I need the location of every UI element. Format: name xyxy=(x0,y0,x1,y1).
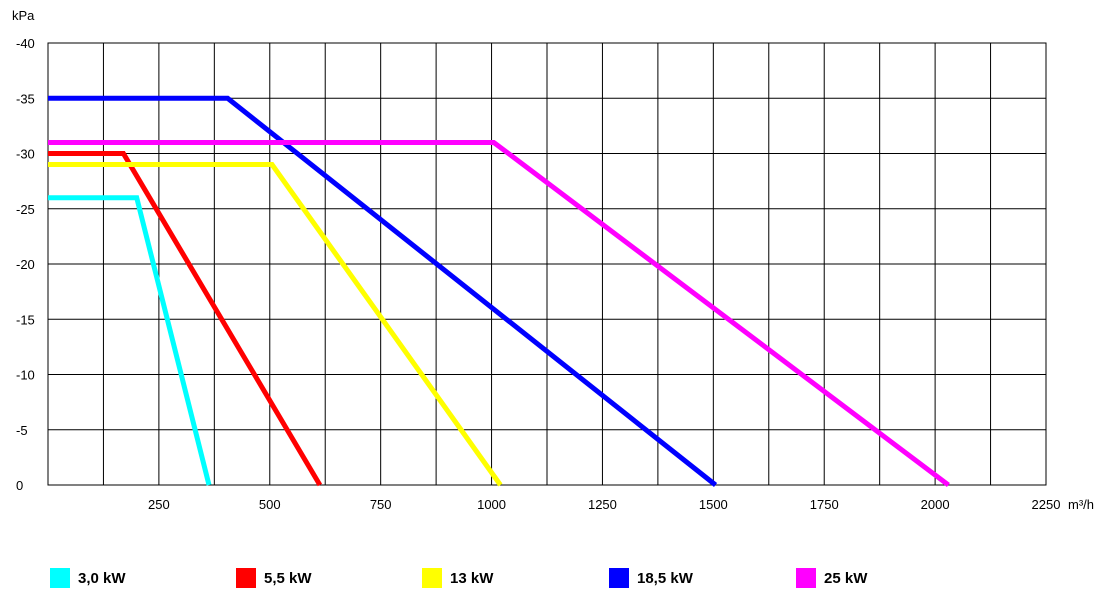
legend-label: 18,5 kW xyxy=(637,569,693,587)
series-line xyxy=(48,139,950,487)
legend-label: 5,5 kW xyxy=(264,569,312,587)
legend-item: 13 kW xyxy=(422,567,493,589)
x-tick-label: 500 xyxy=(259,497,281,512)
y-tick-label: 0 xyxy=(16,478,23,493)
series-line xyxy=(48,151,323,487)
x-tick-label: 1000 xyxy=(477,497,506,512)
series-line xyxy=(48,162,503,487)
x-tick-label: 250 xyxy=(148,497,170,512)
legend-swatch xyxy=(422,568,442,588)
x-tick-label: 1750 xyxy=(810,497,839,512)
y-tick-label: -40 xyxy=(16,36,35,51)
legend-label: 3,0 kW xyxy=(78,569,126,587)
x-tick-label: 2250 xyxy=(1032,497,1061,512)
legend-swatch xyxy=(236,568,256,588)
tick-labels: -40 -35 -30 -25 -20 -15 -10 -5 0 250 500 750 1000 125… xyxy=(16,36,1060,512)
chart: -40 -35 -30 -25 -20 -15 -10 -5 0 250 500 750 1000 125… xyxy=(12,8,1094,512)
legend: 3,0 kW 5,5 kW 13 kW 18,5 kW 25 kW xyxy=(0,567,1113,589)
legend-label: 13 kW xyxy=(450,569,494,587)
y-tick-label: -30 xyxy=(16,147,35,162)
x-tick-label: 750 xyxy=(370,497,392,512)
legend-item: 18,5 kW xyxy=(609,567,693,589)
grid xyxy=(47,42,1047,486)
y-tick-label: -35 xyxy=(16,91,35,106)
legend-label: 25 kW xyxy=(824,569,868,587)
x-tick-label: 1500 xyxy=(699,497,728,512)
y-axis-label: kPa xyxy=(12,8,35,23)
x-tick-label: 1250 xyxy=(588,497,617,512)
y-tick-label: -15 xyxy=(16,312,35,327)
x-axis-label: m³/h xyxy=(1068,497,1094,512)
legend-swatch xyxy=(796,568,816,588)
legend-swatch xyxy=(609,568,629,588)
legend-item: 3,0 kW xyxy=(50,567,126,589)
y-tick-label: -20 xyxy=(16,257,35,272)
legend-item: 5,5 kW xyxy=(236,567,312,589)
y-tick-label: -10 xyxy=(16,368,35,383)
series-line xyxy=(48,95,718,487)
y-tick-label: -25 xyxy=(16,202,35,217)
y-tick-label: -5 xyxy=(16,423,28,438)
series-layer xyxy=(48,95,950,487)
series-line xyxy=(48,195,212,486)
legend-item: 25 kW xyxy=(796,567,867,589)
x-tick-label: 2000 xyxy=(921,497,950,512)
legend-swatch xyxy=(50,568,70,588)
